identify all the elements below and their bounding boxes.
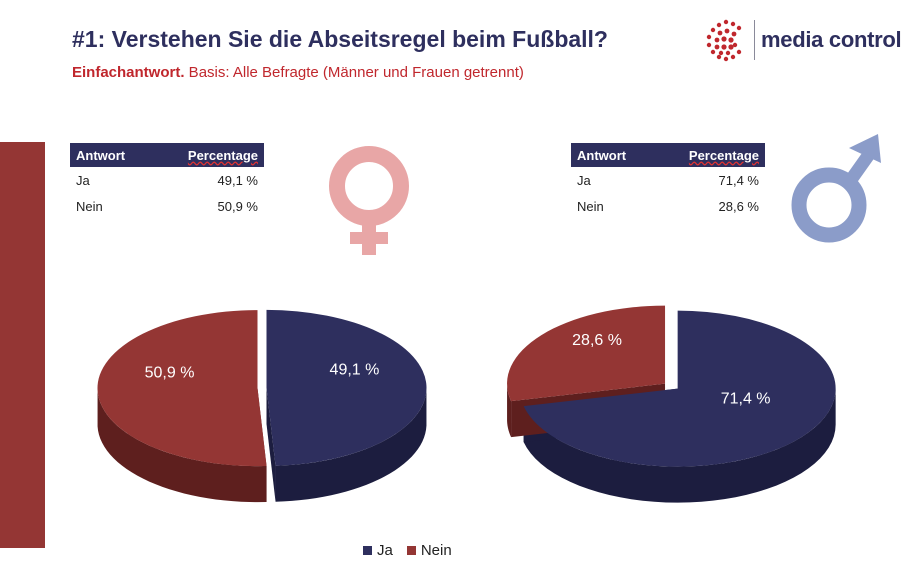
table-header-row: Antwort Percentage	[571, 143, 765, 167]
pie-data-label-ja: 71,4 %	[721, 390, 771, 407]
value-cell: 49,1 %	[217, 172, 258, 188]
pie-slice-side-ja	[275, 389, 427, 502]
column-header-percentage: Percentage	[653, 143, 765, 167]
pie-data-label-ja: 49,1 %	[330, 362, 380, 379]
logo-divider	[754, 20, 755, 60]
table-row: Nein 28,6 %	[571, 193, 765, 219]
pie-slice-ja	[266, 309, 427, 466]
value-cell: 71,4 %	[718, 172, 759, 188]
value-cell: 50,9 %	[217, 198, 258, 214]
dot-grid-logo-icon	[706, 19, 742, 62]
media-control-logo: media control	[704, 18, 902, 64]
answer-cell: Nein	[76, 198, 103, 214]
answer-cell: Ja	[76, 172, 90, 188]
pie-slice-wall-ja	[266, 387, 276, 502]
men-results-table: Antwort Percentage Ja 71,4 % Nein 28,6 %	[571, 143, 765, 219]
pie-slice-side-ja	[523, 388, 836, 503]
pie-slice-nein	[507, 305, 666, 402]
legend-label-nein: Nein	[420, 542, 452, 559]
legend-item-ja: Ja	[363, 542, 393, 559]
answer-cell: Ja	[577, 172, 591, 188]
subtitle-bold: Einfachantwort.	[72, 64, 185, 81]
table-header-row: Antwort Percentage	[70, 143, 264, 167]
subtitle-rest: Basis: Alle Befragte (Männer und Frauen …	[184, 64, 524, 81]
column-header-answer: Antwort	[571, 143, 654, 167]
pie-data-label-nein: 50,9 %	[145, 364, 195, 381]
column-header-answer: Antwort	[70, 143, 153, 167]
legend-label-ja: Ja	[377, 542, 393, 559]
table-row: Nein 50,9 %	[70, 193, 264, 219]
women-results-table: Antwort Percentage Ja 49,1 % Nein 50,9 %	[70, 143, 264, 219]
pie-data-label-nein: 28,6 %	[572, 332, 622, 349]
pie-slice-side-nein	[507, 382, 512, 438]
left-accent-bar	[0, 142, 45, 548]
logo-text: media control	[761, 27, 902, 52]
female-symbol-icon	[329, 146, 409, 255]
legend-swatch-nein	[406, 546, 416, 555]
table-row: Ja 71,4 %	[571, 167, 765, 193]
column-header-percentage: Percentage	[152, 143, 264, 167]
table-row: Ja 49,1 %	[70, 167, 264, 193]
pie-slice-ja	[523, 310, 836, 467]
answer-cell: Nein	[577, 198, 604, 214]
pie-slice-side-nein	[97, 390, 267, 503]
pie-slice-nein	[97, 310, 267, 467]
legend-item-nein: Nein	[406, 542, 452, 559]
value-cell: 28,6 %	[718, 198, 759, 214]
page-title: #1: Verstehen Sie die Abseitsregel beim …	[72, 26, 608, 52]
legend-swatch-ja	[363, 546, 372, 555]
chart-legend: Ja Nein	[363, 542, 452, 559]
male-symbol-icon	[791, 134, 881, 243]
page-subtitle: Einfachantwort. Basis: Alle Befragte (Mä…	[72, 64, 524, 81]
